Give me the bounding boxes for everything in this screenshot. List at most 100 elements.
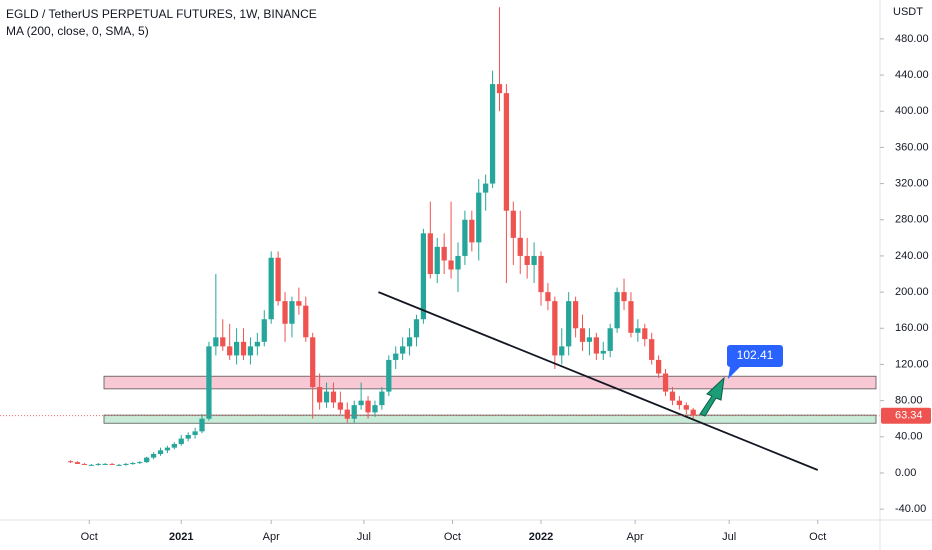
candle-body	[254, 341, 260, 347]
candle-body	[220, 337, 226, 347]
candle-body	[476, 192, 482, 243]
x-tick-label: 2021	[169, 531, 193, 543]
candle-body	[323, 391, 330, 403]
candle-body	[130, 463, 136, 465]
candle-body	[344, 409, 350, 419]
candle-body	[379, 391, 385, 406]
candle-body	[676, 400, 682, 406]
candle-body	[206, 346, 212, 419]
candle-body	[227, 346, 233, 356]
candle-body	[178, 438, 184, 445]
x-tick-label: Jul	[722, 531, 736, 543]
y-tick-label: 200.00	[895, 286, 929, 298]
candle-body	[393, 353, 399, 360]
candle-body	[524, 255, 530, 265]
callout-label: 102.41	[737, 348, 774, 362]
candle-body	[386, 359, 392, 392]
candle-body	[157, 450, 164, 454]
candle-body	[164, 447, 171, 451]
candle-body	[116, 464, 122, 466]
candle-body	[233, 341, 240, 356]
candle-body	[109, 463, 115, 465]
candle-body	[683, 405, 689, 410]
candle-body	[303, 305, 309, 338]
x-tick-label: Oct	[444, 531, 461, 543]
candle-body	[510, 210, 516, 238]
candle-body	[655, 359, 662, 374]
candle-body	[150, 453, 157, 458]
candle-body	[199, 418, 205, 432]
candle-body	[67, 461, 74, 463]
x-tick-label: Apr	[263, 531, 280, 543]
y-tick-label: 280.00	[895, 214, 929, 226]
candle-body	[434, 246, 440, 275]
last-price-label: 63.34	[895, 410, 923, 422]
candle-body	[185, 434, 191, 439]
x-tick-label: Oct	[809, 531, 826, 543]
candle-body	[469, 219, 475, 243]
candle-body	[268, 257, 274, 320]
y-tick-label: 400.00	[895, 105, 929, 117]
y-tick-label: 80.00	[895, 395, 923, 407]
candle-body	[240, 341, 247, 356]
candle-body	[358, 400, 364, 406]
y-tick-label: 320.00	[895, 177, 929, 189]
candle-body	[462, 219, 468, 256]
y-tick-label: -40.00	[895, 503, 926, 515]
candle-body	[261, 319, 267, 342]
x-tick-label: Apr	[627, 531, 644, 543]
candle-body	[351, 405, 357, 419]
candle-body	[420, 233, 427, 320]
candle-body	[600, 350, 606, 354]
candle-body	[316, 387, 323, 403]
candle-body	[296, 301, 302, 306]
candle-body	[593, 337, 599, 354]
candle-body	[81, 463, 88, 465]
candle-body	[448, 260, 454, 270]
candle-body	[552, 301, 558, 356]
chart-title: EGLD / TetherUS PERPETUAL FUTURES, 1W, B…	[6, 7, 317, 21]
candle-body	[365, 400, 371, 413]
candle-body	[586, 337, 593, 342]
candle-body	[427, 233, 433, 275]
indicator-label: MA (200, close, 0, SMA, 5)	[6, 24, 149, 38]
y-tick-label: 440.00	[895, 69, 929, 81]
candle-body	[123, 463, 129, 465]
y-axis-label: USDT	[893, 6, 923, 18]
candle-body	[531, 255, 537, 265]
y-tick-label: 0.00	[895, 467, 916, 479]
y-tick-label: 40.00	[895, 431, 923, 443]
candle-body	[310, 337, 316, 388]
candle-body	[282, 301, 288, 324]
candle-body	[517, 237, 523, 256]
candle-body	[337, 402, 344, 410]
x-tick-label: Jul	[357, 531, 371, 543]
candle-body	[503, 93, 510, 211]
candle-body	[538, 255, 544, 293]
candle-body	[441, 246, 447, 261]
plot-area	[0, 7, 880, 471]
candle-body	[621, 292, 627, 302]
candle-body	[649, 339, 655, 360]
candle-body	[669, 391, 676, 401]
y-tick-label: 240.00	[895, 250, 929, 262]
candle-body	[102, 463, 108, 465]
arrow	[699, 376, 725, 417]
candle-body	[607, 328, 613, 351]
candle-body	[455, 255, 461, 270]
candle-body	[95, 463, 101, 465]
candle-body	[496, 84, 503, 94]
candle-body	[213, 337, 219, 347]
zone	[103, 414, 877, 424]
last-price-box	[881, 407, 931, 424]
candle-body	[289, 301, 295, 324]
candle-body	[406, 337, 413, 347]
candle-body	[559, 346, 565, 356]
candle-body	[579, 328, 586, 342]
candle-body	[74, 462, 81, 464]
candle-body	[662, 373, 669, 392]
zone	[103, 375, 877, 390]
candle-body	[137, 462, 143, 464]
candle-body	[192, 431, 198, 435]
